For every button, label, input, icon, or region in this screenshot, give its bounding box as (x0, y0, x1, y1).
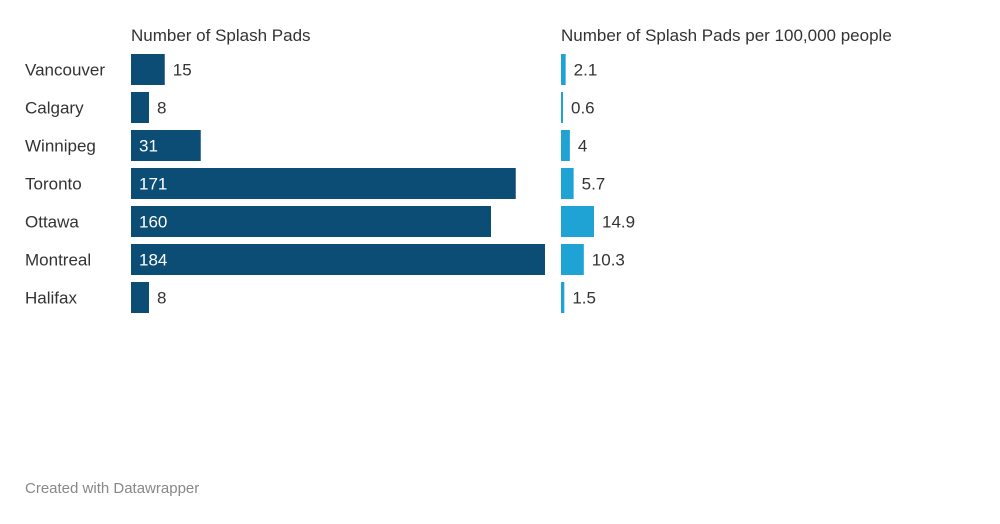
value-label-per-capita-calgary: 0.6 (571, 99, 595, 118)
bar-per-capita-vancouver (561, 54, 566, 85)
value-label-splash-pads-vancouver: 15 (173, 61, 192, 80)
bar-splash-pads-montreal (131, 244, 545, 275)
value-label-splash-pads-winnipeg: 31 (139, 137, 158, 156)
category-label-calgary: Calgary (25, 99, 84, 118)
chart-rows: Vancouver 15 2.1 Calgary 8 0.6 Winnipeg 31 4 Toro… (25, 54, 635, 313)
bar-per-capita-toronto (561, 168, 574, 199)
category-label-toronto: Toronto (25, 175, 82, 194)
bar-per-capita-ottawa (561, 206, 594, 237)
bar-per-capita-winnipeg (561, 130, 570, 161)
category-label-winnipeg: Winnipeg (25, 137, 96, 156)
bar-splash-pads-winnipeg (131, 130, 201, 161)
bar-splash-pads-toronto (131, 168, 516, 199)
value-label-per-capita-toronto: 5.7 (582, 175, 606, 194)
bar-per-capita-halifax (561, 282, 565, 313)
bar-splash-pads-ottawa (131, 206, 491, 237)
value-label-splash-pads-toronto: 171 (139, 175, 167, 194)
category-label-halifax: Halifax (25, 289, 77, 308)
bar-per-capita-calgary (561, 92, 563, 123)
value-label-per-capita-winnipeg: 4 (578, 137, 587, 156)
category-label-vancouver: Vancouver (25, 61, 105, 80)
value-label-per-capita-montreal: 10.3 (592, 251, 625, 270)
value-label-per-capita-ottawa: 14.9 (602, 213, 635, 232)
chart-title-per-capita: Number of Splash Pads per 100,000 people (561, 26, 892, 45)
value-label-per-capita-vancouver: 2.1 (574, 61, 598, 80)
bar-per-capita-montreal (561, 244, 584, 275)
category-label-montreal: Montreal (25, 251, 91, 270)
value-label-splash-pads-halifax: 8 (157, 289, 166, 308)
value-label-splash-pads-ottawa: 160 (139, 213, 167, 232)
value-label-splash-pads-montreal: 184 (139, 251, 167, 270)
datawrapper-credit: Created with Datawrapper (25, 480, 200, 497)
chart-title-splash-pads: Number of Splash Pads (131, 26, 311, 45)
bar-splash-pads-calgary (131, 92, 149, 123)
category-label-ottawa: Ottawa (25, 213, 79, 232)
value-label-per-capita-halifax: 1.5 (572, 289, 596, 308)
bar-splash-pads-vancouver (131, 54, 165, 85)
value-label-splash-pads-calgary: 8 (157, 99, 166, 118)
bar-splash-pads-halifax (131, 282, 149, 313)
